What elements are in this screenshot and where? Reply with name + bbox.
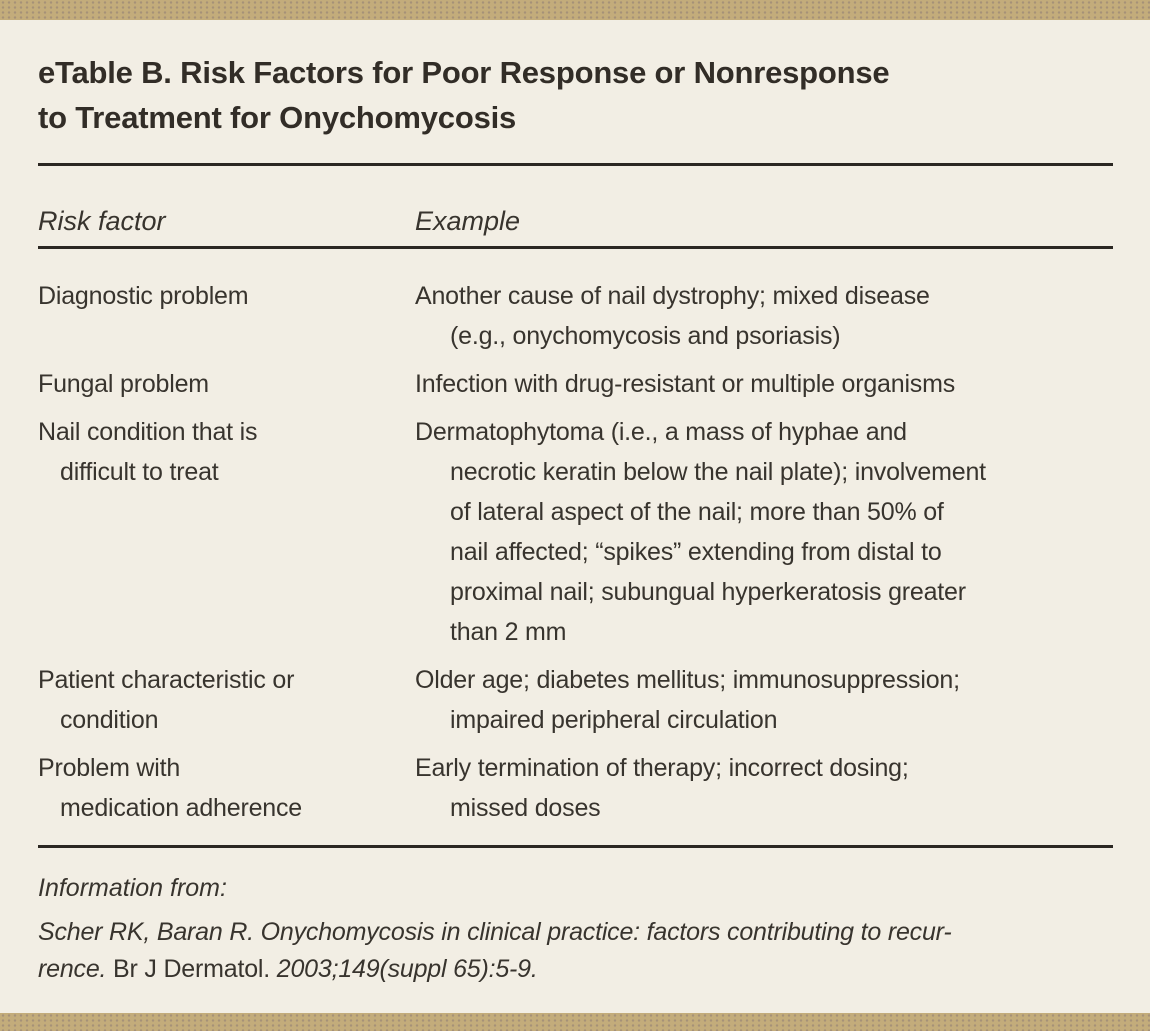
citation-article-end: rence.	[38, 955, 107, 983]
table-content: eTable B. Risk Factors for Poor Response…	[0, 20, 1150, 988]
citation-volume-pages: 2003;149(suppl 65):5-9.	[276, 955, 538, 983]
cell-line: of lateral aspect of the nail; more than…	[450, 498, 944, 526]
cell-line: (e.g., onychomycosis and psoriasis)	[450, 322, 841, 350]
bottom-decorative-bar	[0, 1013, 1150, 1031]
example-cell: Early termination of therapy; incorrect …	[415, 748, 1113, 828]
cell-line: condition	[60, 706, 159, 734]
table-row: Problem with medication adherence Early te…	[38, 748, 1113, 828]
cell-line: Older age; diabetes mellitus; immunosupp…	[415, 666, 960, 694]
cell-line: nail affected; “spikes” extending from d…	[450, 538, 942, 566]
table-row: Patient characteristic or condition Older …	[38, 660, 1113, 740]
citation-line: rence. Br J Dermatol. 2003;149(suppl 65)…	[38, 951, 1113, 988]
example-column-header: Example	[415, 206, 521, 236]
table-body: Diagnostic problem Another cause of nail …	[38, 249, 1113, 845]
cell-line: missed doses	[450, 794, 601, 822]
table-row: Diagnostic problem Another cause of nail …	[38, 276, 1113, 356]
citation-text: Scher RK, Baran R. Onychomycosis in clin…	[38, 914, 1113, 988]
cell-line: than 2 mm	[450, 618, 567, 646]
header-divider	[38, 246, 1113, 249]
cell-line: impaired peripheral circulation	[450, 706, 778, 734]
table-row: Fungal problem Infection with drug-resist…	[38, 364, 1113, 404]
cell-line: Dermatophytoma (i.e., a mass of hyphae a…	[415, 418, 907, 446]
risk-factor-cell: Fungal problem	[38, 364, 415, 404]
risk-factor-cell: Diagnostic problem	[38, 276, 415, 356]
page-title: eTable B. Risk Factors for Poor Response…	[38, 55, 890, 135]
cell-line: Nail condition that is	[38, 418, 258, 446]
cell-line: Patient characteristic or	[38, 666, 295, 694]
cell-line: Infection with drug-resistant or multipl…	[415, 370, 956, 398]
citation-line: Scher RK, Baran R. Onychomycosis in clin…	[38, 918, 952, 946]
cell-line: difficult to treat	[60, 458, 219, 486]
example-cell: Older age; diabetes mellitus; immunosupp…	[415, 660, 1113, 740]
cell-line: proximal nail; subungual hyperkeratosis …	[450, 578, 966, 606]
example-cell: Infection with drug-resistant or multipl…	[415, 364, 1113, 404]
table-bottom-divider	[38, 845, 1113, 848]
cell-line: Fungal problem	[38, 370, 209, 398]
cell-line: medication adherence	[60, 794, 302, 822]
cell-line: Early termination of therapy; incorrect …	[415, 754, 909, 782]
table-header-row: Risk factor Example	[38, 205, 1113, 237]
title-divider	[38, 163, 1113, 166]
cell-line: Another cause of nail dystrophy; mixed d…	[415, 282, 930, 310]
information-from-label: Information from:	[38, 874, 227, 902]
cell-line: necrotic keratin below the nail plate); …	[450, 458, 986, 486]
citation-journal-name: Br J Dermatol.	[113, 955, 271, 983]
risk-factor-cell: Problem with medication adherence	[38, 748, 415, 828]
example-cell: Another cause of nail dystrophy; mixed d…	[415, 276, 1113, 356]
top-decorative-bar	[0, 0, 1150, 20]
example-cell: Dermatophytoma (i.e., a mass of hyphae a…	[415, 412, 1113, 652]
table-row: Nail condition that is difficult to treat…	[38, 412, 1113, 652]
risk-factor-column-header: Risk factor	[38, 206, 166, 236]
cell-line: Diagnostic problem	[38, 282, 249, 310]
cell-line: Problem with	[38, 754, 181, 782]
risk-factor-cell: Nail condition that is difficult to treat	[38, 412, 415, 652]
risk-factor-cell: Patient characteristic or condition	[38, 660, 415, 740]
